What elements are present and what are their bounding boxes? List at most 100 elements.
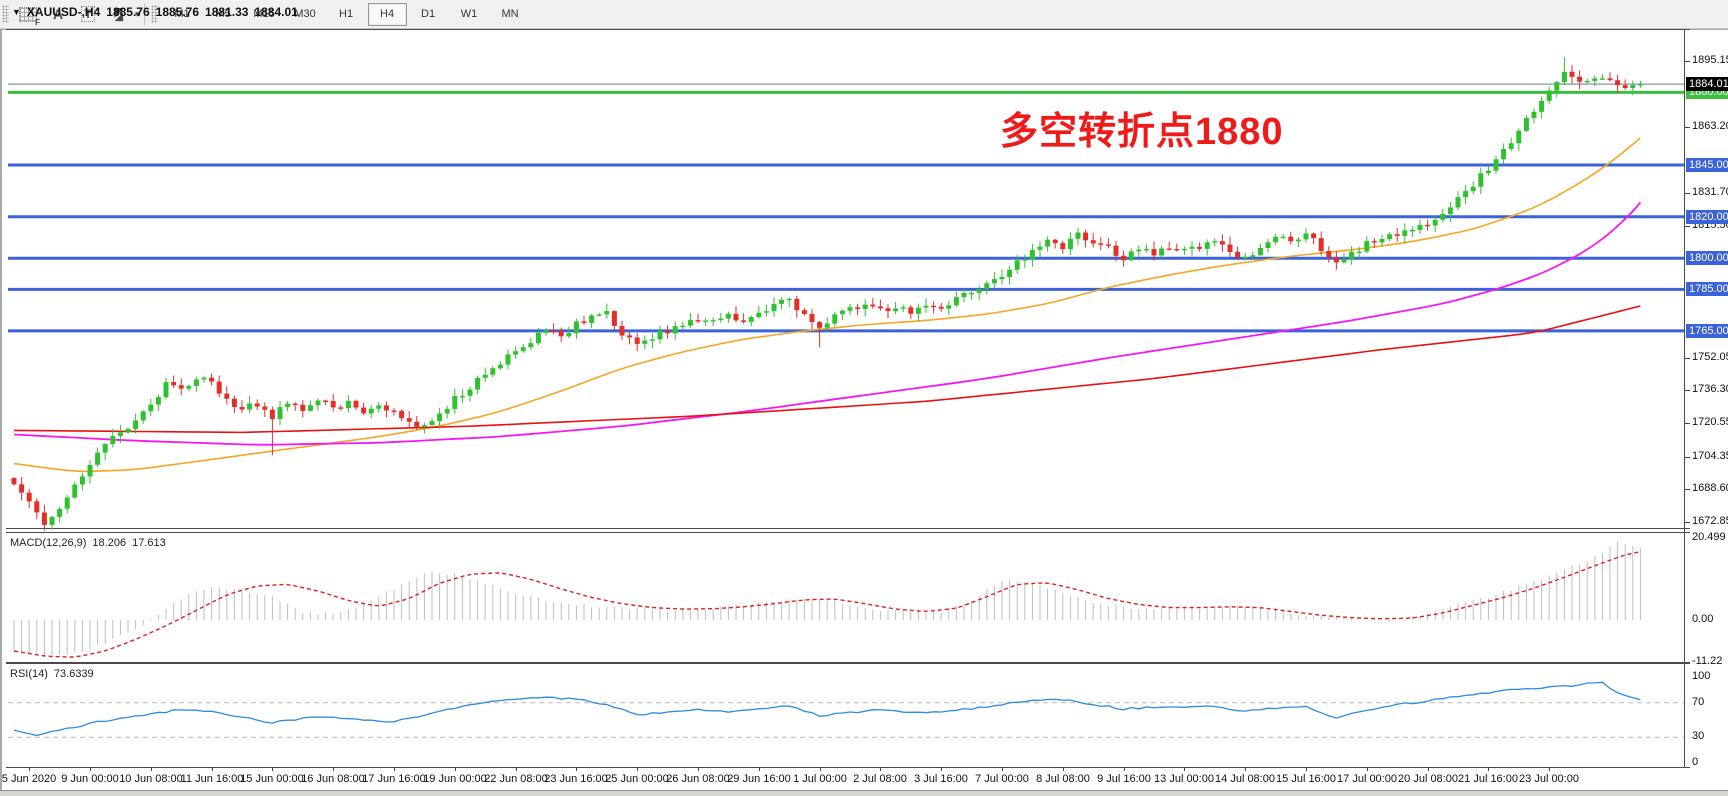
time-label: 14 Jul 08:00	[1215, 773, 1275, 785]
timeframe-button-m30[interactable]: M30	[294, 8, 316, 20]
rsi-value: 73.6339	[53, 668, 94, 680]
price-tick-dash	[1685, 226, 1690, 227]
price-tick-label: 1752.05	[1692, 351, 1728, 363]
time-tick	[1245, 767, 1246, 771]
drawing-style-dropdown-caret[interactable]: ▾	[135, 8, 140, 19]
price-axis-line	[1684, 29, 1685, 768]
macd-pane-canvas[interactable]	[13, 541, 1641, 658]
time-label: 26 Jun 08:00	[666, 773, 730, 785]
template-grid-icon[interactable]: F	[16, 3, 40, 27]
time-label: 21 Jul 16:00	[1458, 773, 1518, 785]
time-tick	[29, 767, 30, 771]
time-label: 8 Jul 08:00	[1036, 773, 1090, 785]
time-tick	[576, 767, 577, 771]
time-tick	[333, 767, 334, 771]
time-label: 1 Jul 00:00	[793, 773, 847, 785]
time-tick	[1488, 767, 1489, 771]
timeframe-button-m1[interactable]: M1	[174, 8, 190, 20]
time-label: 22 Jun 08:00	[484, 773, 548, 785]
price-tick-label: 1863.20	[1692, 120, 1728, 132]
toolbar-grip-2[interactable]	[150, 5, 158, 23]
pane-border-rsi-top	[6, 663, 1690, 664]
price-tick-label: 1704.35	[1692, 450, 1728, 462]
price-tick-dash	[1685, 457, 1690, 458]
time-label: 13 Jul 00:00	[1154, 773, 1214, 785]
price-tick-dash	[1685, 358, 1690, 359]
price-level-badge-1785.00: 1785.00	[1686, 282, 1728, 296]
time-label: 29 Jun 16:00	[727, 773, 791, 785]
time-tick	[516, 767, 517, 771]
time-tick	[212, 767, 213, 771]
rsi-name: RSI(14)	[10, 668, 48, 680]
timeframe-button-group: M1 M5 M15 M30 H1 H4 D1 W1 MN	[162, 2, 531, 26]
candles	[11, 57, 1643, 531]
macd-signal-value: 17.613	[132, 537, 166, 549]
time-label: 15 Jul 16:00	[1276, 773, 1336, 785]
price-level-badge-1820.00: 1820.00	[1686, 210, 1728, 224]
ma-slow-red	[13, 305, 1641, 434]
grid-sub-label: F	[35, 17, 40, 27]
macd-axis-label: 0.00	[1692, 613, 1714, 625]
pane-border-macd-top	[6, 532, 1690, 533]
timeframe-button-m15[interactable]: M15	[253, 8, 275, 20]
time-tick	[1367, 767, 1368, 771]
macd-name: MACD(12,26,9)	[10, 537, 87, 549]
text-box-icon[interactable]: T	[76, 3, 100, 25]
time-tick	[1184, 767, 1185, 771]
timeframe-button-h1[interactable]: H1	[339, 8, 354, 20]
timeframe-button-m5[interactable]: M5	[215, 8, 231, 20]
symbol-dropdown-icon[interactable]: ▼	[12, 7, 21, 17]
price-tick-label: 1895.15	[1692, 54, 1728, 66]
time-tick	[880, 767, 881, 771]
grid-glyph: F	[19, 6, 40, 27]
time-tick	[759, 767, 760, 771]
text-label-icon[interactable]: A	[46, 3, 70, 25]
time-tick	[941, 767, 942, 771]
timeframe-button-mn[interactable]: MN	[501, 8, 519, 20]
time-label: 9 Jun 00:00	[61, 773, 119, 785]
time-tick	[1063, 767, 1064, 771]
time-label: 3 Jul 16:00	[914, 773, 968, 785]
price-level-badge-1845.00: 1845.00	[1686, 158, 1728, 172]
text-box-glyph: T	[81, 6, 95, 22]
timeframe-button-d1[interactable]: D1	[421, 8, 436, 20]
price-tick-label: 1688.60	[1692, 482, 1728, 494]
time-label: 23 Jul 00:00	[1519, 773, 1579, 785]
rsi-pane-canvas[interactable]	[8, 681, 1684, 738]
time-tick	[1124, 767, 1125, 771]
price-level-badge-1765.00: 1765.00	[1686, 324, 1728, 338]
time-label: 11 Jun 16:00	[180, 773, 244, 785]
timeframe-button-w1[interactable]: W1	[460, 8, 478, 20]
time-tick	[1306, 767, 1307, 771]
macd-main-value: 18.206	[92, 537, 127, 549]
time-tick	[1002, 767, 1003, 771]
toolbar-grip[interactable]	[2, 5, 9, 23]
price-tick-dash	[1685, 193, 1690, 194]
ma-mid-magenta	[13, 201, 1642, 446]
window-bottom-strip	[0, 790, 1728, 796]
rsi-line	[13, 681, 1641, 737]
macd-axis-label: 20.499	[1692, 531, 1726, 543]
symbol-label: XAUUSD-,H4	[26, 5, 101, 19]
time-tick	[394, 767, 395, 771]
price-tick-label: 1672.85	[1692, 515, 1728, 527]
timeframe-button-h4[interactable]: H4	[367, 2, 407, 26]
rsi-axis-label: 0	[1692, 756, 1699, 768]
price-tick-dash	[1685, 127, 1690, 128]
rsi-axis-label: 100	[1692, 670, 1711, 682]
time-label: 10 Jun 08:00	[119, 773, 183, 785]
time-label: 7 Jul 00:00	[975, 773, 1029, 785]
time-label: 25 Jun 00:00	[605, 773, 669, 785]
time-label: 16 Jun 08:00	[301, 773, 365, 785]
time-label: 20 Jul 08:00	[1398, 773, 1458, 785]
time-label: 17 Jun 16:00	[362, 773, 426, 785]
time-label: 2 Jul 08:00	[853, 773, 907, 785]
time-label: 23 Jun 16:00	[544, 773, 608, 785]
macd-indicator-label: MACD(12,26,9) 18.206 17.613	[10, 537, 166, 549]
rsi-indicator-label: RSI(14) 73.6339	[10, 668, 94, 680]
pane-border-main-bottom	[6, 528, 1690, 529]
time-tick	[820, 767, 821, 771]
price-tick-label: 1720.55	[1692, 416, 1728, 428]
time-tick	[151, 767, 152, 771]
